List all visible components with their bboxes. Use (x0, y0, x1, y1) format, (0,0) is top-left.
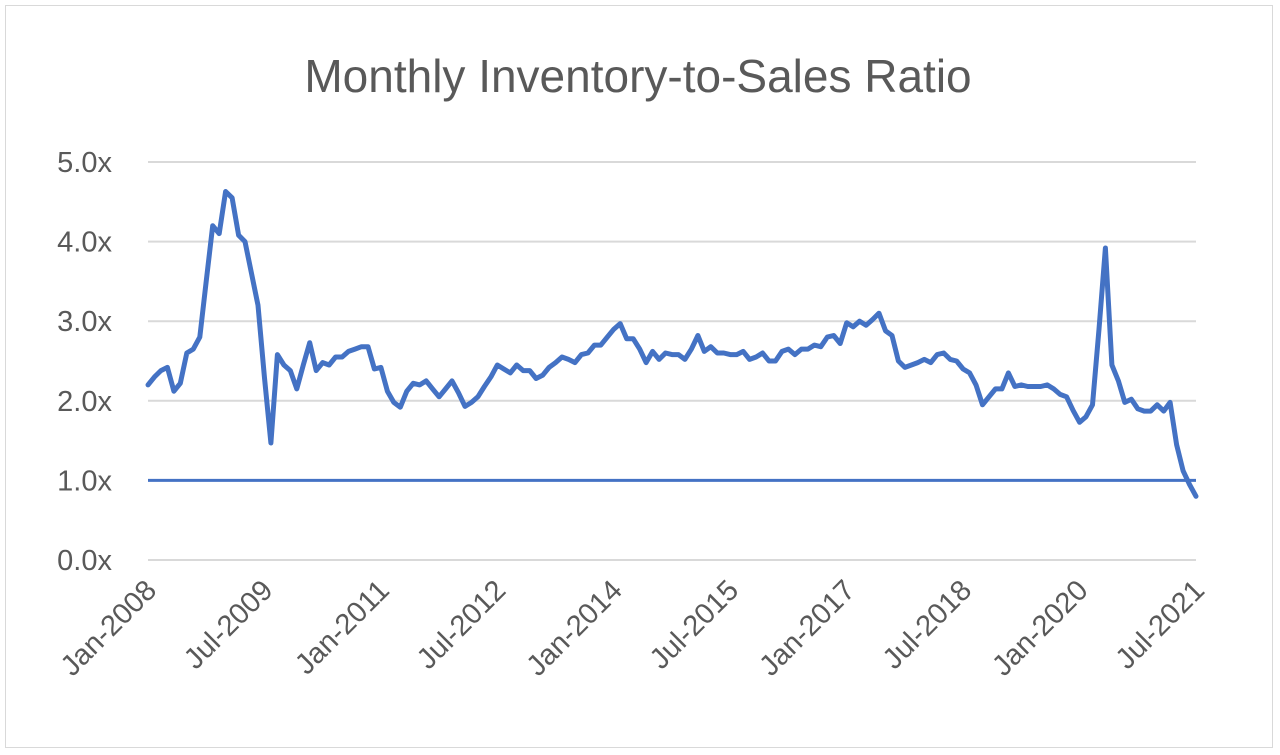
gridlines (148, 161, 1196, 561)
y-tick-label: 4.0x (57, 227, 112, 259)
y-axis-ticks: 0.0x 1.0x 2.0x 3.0x 4.0x 5.0x (57, 147, 112, 577)
x-tick-label: Jul-2021 (1110, 574, 1211, 675)
series-line (145, 189, 1199, 499)
x-tick-label: Jul-2012 (411, 574, 512, 675)
y-tick-label: 0.0x (57, 545, 112, 577)
y-tick-label: 3.0x (57, 306, 112, 338)
x-tick-label: Jan-2017 (753, 574, 861, 682)
chart-frame (5, 5, 1273, 748)
y-tick-label: 1.0x (57, 465, 112, 497)
x-tick-label: Jul-2009 (178, 574, 279, 675)
x-tick-label: Jul-2018 (877, 574, 978, 675)
x-tick-label: Jan-2008 (55, 574, 163, 682)
x-tick-label: Jul-2015 (644, 574, 745, 675)
series-group (145, 189, 1199, 499)
chart-title: Monthly Inventory-to-Sales Ratio (304, 50, 971, 102)
y-tick-label: 2.0x (57, 386, 112, 418)
x-axis-ticks: Jan-2008 Jul-2009 Jan-2011 Jul-2012 Jan-2014… (55, 574, 1211, 682)
x-tick-label: Jan-2020 (986, 574, 1094, 682)
x-tick-label: Jan-2014 (521, 574, 629, 682)
y-tick-label: 5.0x (57, 147, 112, 179)
x-tick-label: Jan-2011 (289, 574, 396, 681)
